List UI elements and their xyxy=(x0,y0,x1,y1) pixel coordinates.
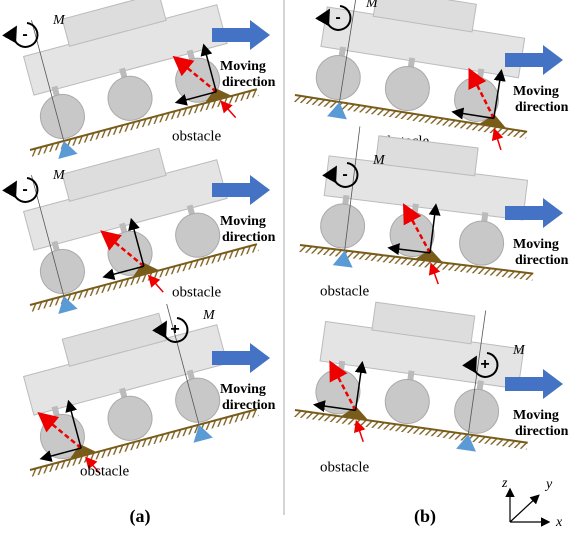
direction-text: direction xyxy=(515,424,569,439)
direction-text: direction xyxy=(222,230,276,245)
direction-text: direction xyxy=(222,75,276,90)
direction-text: Moving xyxy=(513,237,559,252)
direction-text: Moving xyxy=(513,408,559,423)
moment-label: M xyxy=(372,153,386,168)
obstacle-label: obstacle xyxy=(320,283,369,299)
direction-text: Moving xyxy=(220,214,266,229)
figure: (a) (b) z y x -MMovingdirectionobstacle-… xyxy=(0,0,570,534)
moment-sign: - xyxy=(335,9,340,26)
moment-sign: + xyxy=(480,356,489,373)
direction-text: Moving xyxy=(220,382,266,397)
scene xyxy=(292,0,547,153)
moment-label: M xyxy=(365,0,379,11)
direction-text: direction xyxy=(222,398,276,413)
wheel xyxy=(452,386,502,436)
wheel xyxy=(313,52,363,102)
obstacle-label: obstacle xyxy=(320,459,369,475)
moment-label: M xyxy=(52,13,66,28)
moment-label: M xyxy=(512,343,526,358)
wheel xyxy=(457,219,506,268)
obstacle-label: obstacle xyxy=(172,284,221,300)
moment-sign: - xyxy=(342,166,347,183)
moment-label: M xyxy=(52,168,66,183)
caption: (a) xyxy=(130,506,151,527)
obstacle-label: obstacle xyxy=(172,128,221,144)
caption: (b) xyxy=(414,506,436,527)
moment-sign: + xyxy=(170,321,179,338)
axis-label: z xyxy=(501,476,508,491)
moment-sign: - xyxy=(22,26,27,43)
axis-label: y xyxy=(544,477,553,492)
scene xyxy=(292,286,545,464)
direction-text: direction xyxy=(515,253,569,268)
wheel xyxy=(382,377,432,427)
axes-icon xyxy=(510,490,548,522)
wheel xyxy=(382,63,432,113)
direction-text: Moving xyxy=(220,59,266,74)
direction-text: direction xyxy=(515,100,569,115)
obstacle-label: obstacle xyxy=(80,463,129,479)
axis-label: x xyxy=(555,515,563,530)
direction-text: Moving xyxy=(513,84,559,99)
moment-label: M xyxy=(202,308,216,323)
wheel xyxy=(318,202,367,251)
moment-sign: - xyxy=(22,181,27,198)
